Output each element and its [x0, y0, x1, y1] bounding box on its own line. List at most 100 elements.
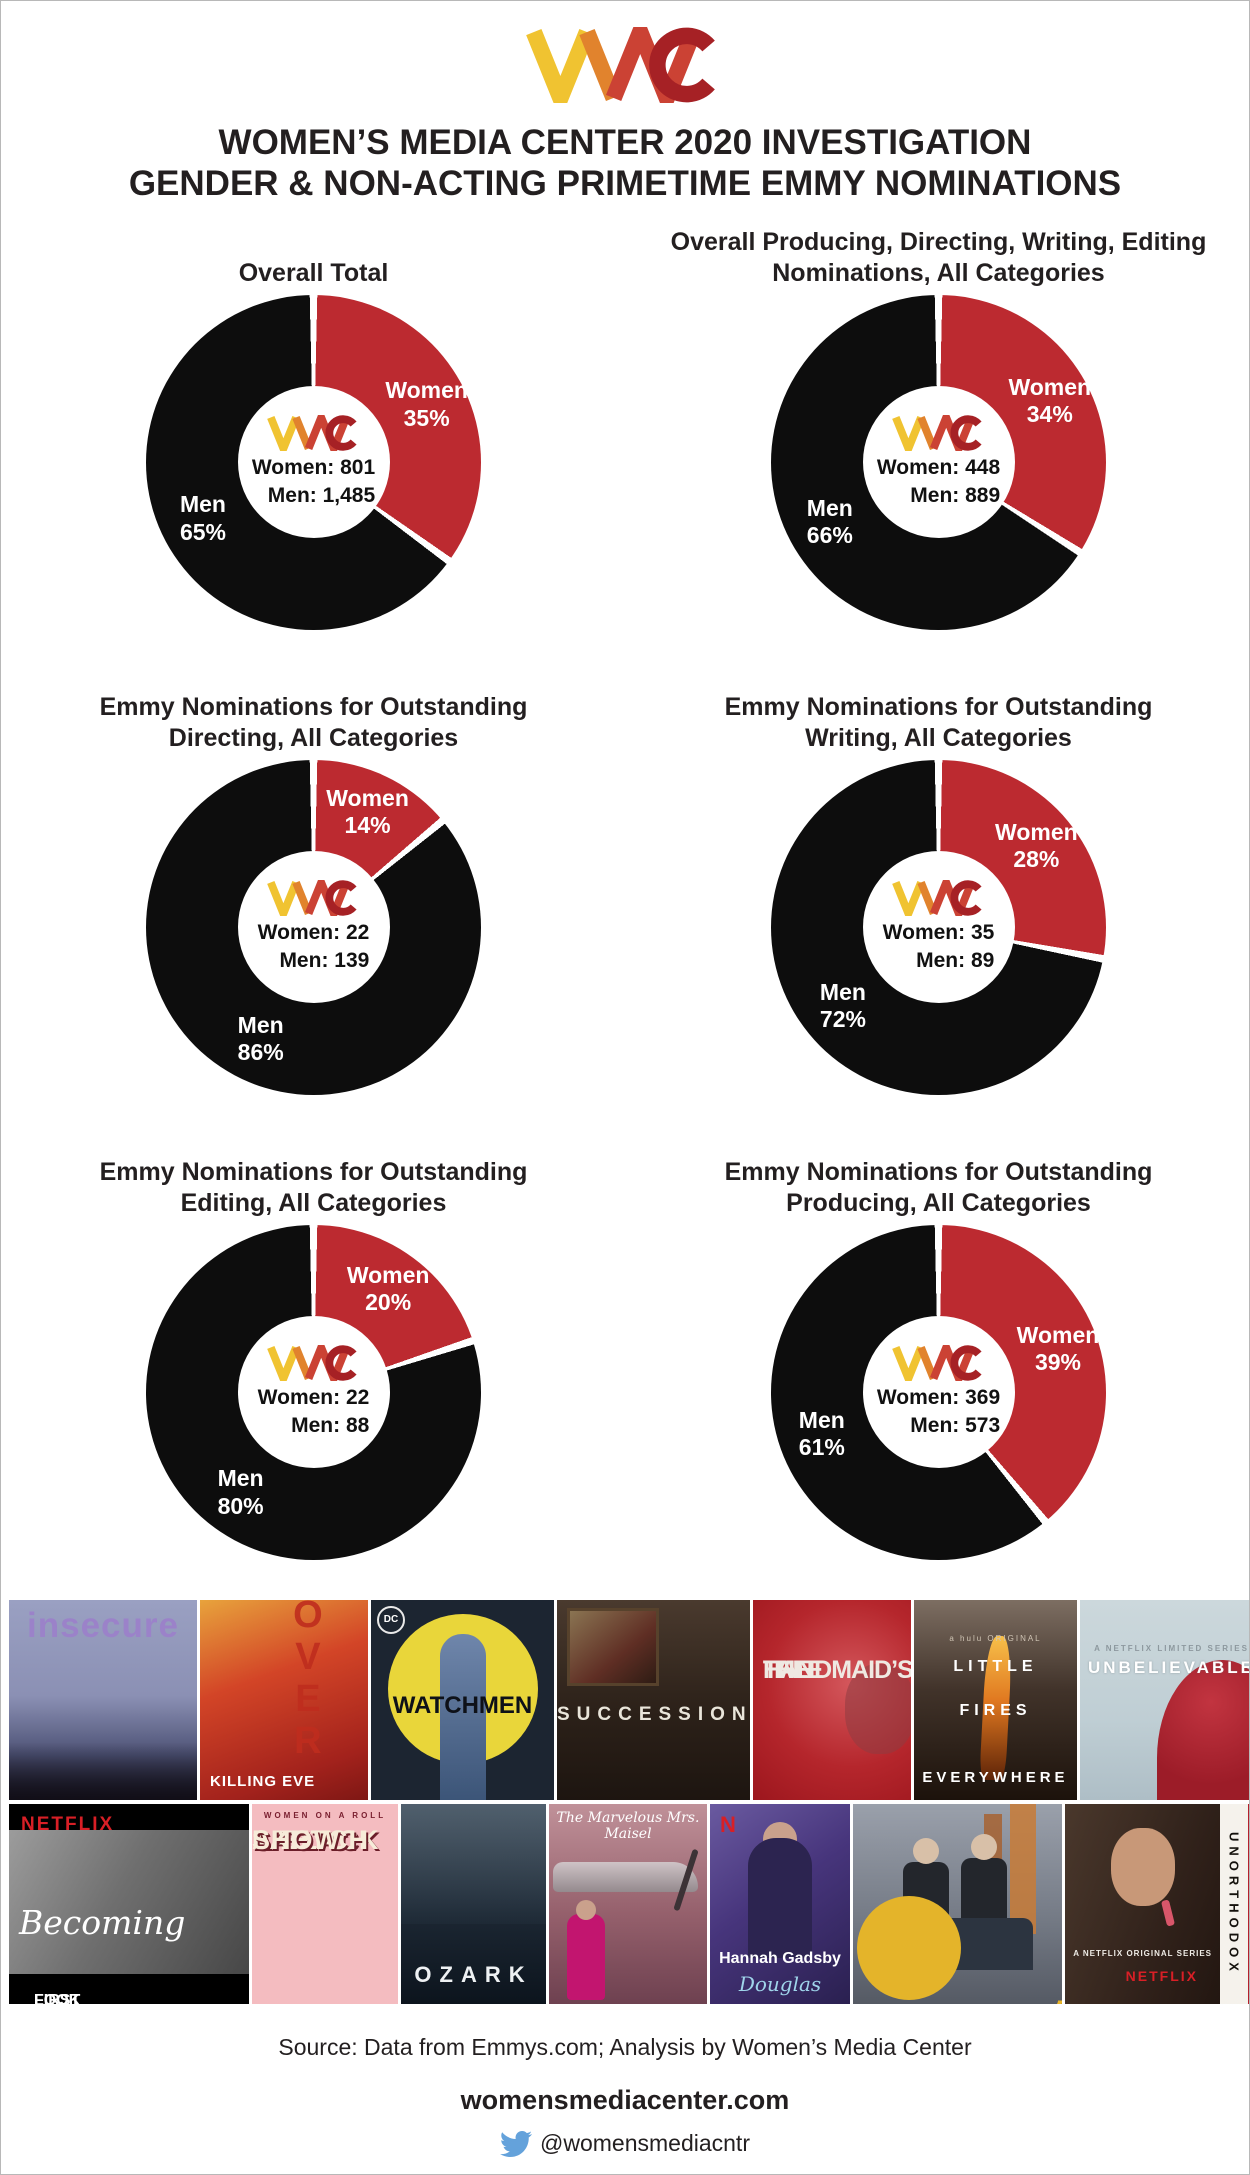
- chart-title-line: Writing, All Categories: [805, 723, 1072, 752]
- footer: Source: Data from Emmys.com; Analysis by…: [1, 2034, 1249, 2160]
- title-line-2: GENDER & NON-ACTING PRIMETIME EMMY NOMIN…: [128, 164, 1122, 204]
- center-counts: Women: 22 Men: 88: [258, 1384, 370, 1439]
- center-counts: Women: 22 Men: 139: [258, 919, 370, 974]
- wmc-logo-icon: [891, 415, 987, 451]
- poster-art: UNORTHODOX: [1220, 1803, 1248, 2004]
- men-count: Men: 88: [291, 1413, 370, 1437]
- wmc-logo-icon: [891, 880, 987, 916]
- poster-title: FIRES: [959, 1701, 1032, 1719]
- wmc-logo: [519, 27, 731, 103]
- wmc-logo-icon: [891, 1345, 987, 1381]
- chart-title-line: Overall Total: [238, 258, 389, 287]
- poster-watchmen: WATCHMEN DC: [371, 1599, 554, 1800]
- women-count: Women: 22: [257, 921, 370, 945]
- poster-title: Hannah Gadsby: [719, 1949, 841, 1967]
- men-count: Men: 89: [916, 948, 995, 972]
- women-count: Women: 35: [882, 921, 995, 945]
- twitter-bird-icon: [500, 2130, 532, 2157]
- poster-hannah-gadsby-douglas: N Hannah Gadsby Douglas: [710, 1803, 850, 2004]
- poster-row-1: insecure OVER KILLING EVE WATCHMEN DC SU…: [9, 1599, 1249, 1800]
- donut: Women 39% Men 61% Women: 369 Men: 573: [771, 1224, 1106, 1560]
- dc-badge: DC: [377, 1605, 405, 1634]
- women-count: Women: 801: [251, 456, 376, 480]
- women-slice-label: Women 34%: [1008, 373, 1092, 427]
- donut-center: Women: 22 Men: 139: [237, 851, 390, 1004]
- poster-title: WATCHMEN: [392, 1691, 533, 1719]
- poster-art: [971, 1833, 997, 1860]
- chart-writing: Emmy Nominations for Outstanding Writing…: [626, 688, 1249, 1095]
- poster-art: [576, 1899, 596, 1920]
- women-count: Women: 369: [876, 1386, 1001, 1410]
- center-counts: Women: 35 Men: 89: [883, 919, 995, 974]
- poster-art: [857, 1895, 961, 2000]
- poster-title: SUCCESSION: [557, 1703, 750, 1725]
- chart-producing: Emmy Nominations for Outstanding Produci…: [626, 1153, 1249, 1560]
- women-count: Women: 448: [876, 456, 1001, 480]
- poster-art: [1157, 1659, 1249, 1800]
- men-slice-label: Men 86%: [237, 1012, 284, 1066]
- poster-art: [567, 1607, 659, 1686]
- source-line: Source: Data from Emmys.com; Analysis by…: [278, 2033, 972, 2060]
- poster-collage: insecure OVER KILLING EVE WATCHMEN DC SU…: [9, 1599, 1249, 2004]
- poster-unbelievable: A NETFLIX LIMITED SERIES UNBELIEVABLE: [1080, 1599, 1249, 1800]
- poster-art: [9, 1829, 249, 1974]
- chart-title: Overall Total: [239, 223, 389, 289]
- poster-art: [1161, 1899, 1176, 1927]
- poster-black-lady-sketch-show: WOMEN ON A ROLL A BLACK LADY SKETCH SHOW: [252, 1803, 398, 2004]
- poster-title: LITTLE: [953, 1657, 1038, 1675]
- netflix-n-logo: N: [720, 1811, 736, 1837]
- chart-title: Overall Producing, Directing, Writing, E…: [671, 223, 1207, 289]
- men-slice-label: Men 72%: [819, 979, 866, 1033]
- chart-title-line: Emmy Nominations for Outstanding: [724, 1157, 1153, 1186]
- poster-becoming: NETFLIX Becoming FIRST LOOK: [9, 1803, 249, 2004]
- wmc-logo-icon: [266, 880, 362, 916]
- poster-kicker: a hulu ORIGINAL: [949, 1633, 1042, 1643]
- women-slice-label: Women 20%: [346, 1262, 430, 1316]
- poster-kicker: A NETFLIX LIMITED SERIES: [1094, 1643, 1249, 1653]
- chart-title: Emmy Nominations for Outstanding Editing…: [100, 1153, 528, 1219]
- center-counts: Women: 801 Men: 1,485: [252, 454, 375, 509]
- netflix-logo: NETFLIX: [1125, 1967, 1198, 1984]
- poster-title: OZARK: [414, 1961, 533, 1987]
- donut: Women 14% Men 86% Women: 22 Men: 139: [146, 759, 481, 1095]
- poster-art: [913, 1837, 939, 1864]
- poster-art: [567, 1913, 605, 2000]
- netflix-logo: NETFLIX: [21, 1813, 115, 1835]
- poster-art: [1110, 1827, 1175, 1906]
- poster-art: [748, 1837, 812, 1958]
- wmc-logo-icon: [266, 1345, 362, 1381]
- chart-title-line: Producing, All Categories: [786, 1188, 1091, 1217]
- poster-art: [961, 1857, 1007, 1922]
- chart-title: Emmy Nominations for Outstanding Writing…: [725, 688, 1153, 754]
- page-title: WOMEN’S MEDIA CENTER 2020 INVESTIGATION …: [1, 122, 1249, 205]
- poster-handmaids-tale: THE HANDMAID’S TALE: [753, 1599, 911, 1800]
- chart-overall-pdwe: Overall Producing, Directing, Writing, E…: [626, 223, 1249, 630]
- poster-title: insecure: [27, 1605, 179, 1645]
- men-slice-label: Men 80%: [217, 1465, 264, 1519]
- twitter-row[interactable]: @womensmediacntr: [1, 2128, 1249, 2160]
- twitter-handle[interactable]: @womensmediacntr: [540, 2130, 750, 2157]
- chart-title-line: Overall Producing, Directing, Writing, E…: [670, 227, 1207, 256]
- wmc-logo-icon: [266, 415, 362, 451]
- poster-killing-eve: OVER KILLING EVE: [200, 1599, 368, 1800]
- title-line-1: WOMEN’S MEDIA CENTER 2020 INVESTIGATION: [218, 123, 1032, 162]
- men-slice-label: Men 65%: [179, 491, 227, 545]
- men-count: Men: 573: [910, 1413, 1001, 1437]
- donut-center: Women: 448 Men: 889: [862, 386, 1015, 539]
- chart-title-line: Directing, All Categories: [168, 723, 459, 752]
- poster-succession: SUCCESSION: [557, 1599, 750, 1800]
- chart-title-line: Editing, All Categories: [180, 1188, 447, 1217]
- poster-kicker: WOMEN ON A ROLL: [263, 1810, 387, 1820]
- website-link[interactable]: womensmediacenter.com: [460, 2084, 790, 2115]
- charts-grid: Overall Total Women 35% Men 65% Women: 8…: [1, 223, 1249, 1560]
- women-slice-label: Women 14%: [326, 785, 409, 839]
- center-counts: Women: 369 Men: 573: [877, 1384, 1000, 1439]
- chart-title: Emmy Nominations for Outstanding Produci…: [725, 1153, 1153, 1219]
- men-slice-label: Men 61%: [798, 1406, 845, 1461]
- women-slice-label: Women 28%: [995, 819, 1078, 873]
- poster-mrs-maisel: The Marvelous Mrs. Maisel: [549, 1803, 707, 2004]
- donut: Women 35% Men 65% Women: 801 Men: 1,485: [146, 294, 481, 630]
- chart-title-line: Emmy Nominations for Outstanding: [99, 1157, 528, 1186]
- poster-title: The Marvelous Mrs. Maisel: [556, 1809, 700, 1842]
